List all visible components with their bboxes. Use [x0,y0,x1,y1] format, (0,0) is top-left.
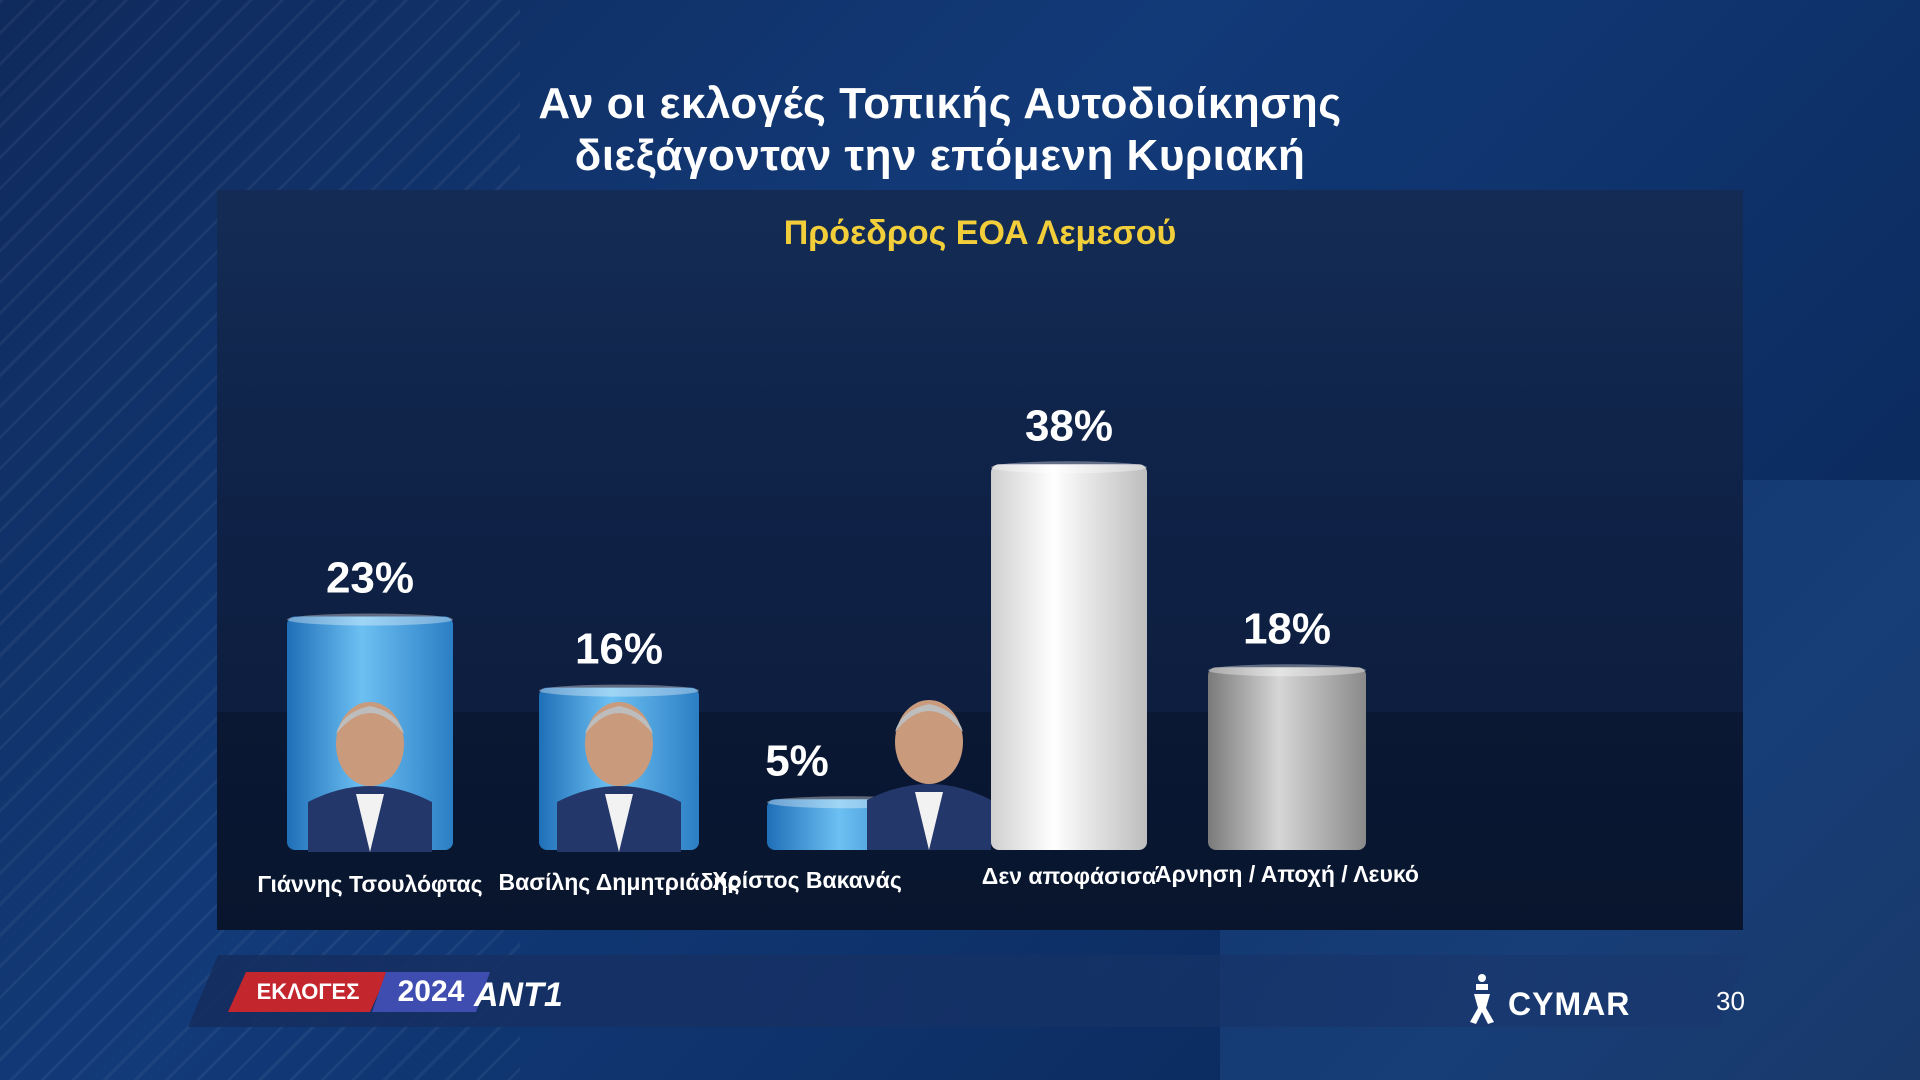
page-number: 30 [1716,986,1745,1016]
bar-4 [991,464,1147,850]
bar-cap-1 [287,613,453,626]
category-label-5: Άρνηση / Αποχή / Λευκό [1155,861,1419,887]
bar-cap-2 [539,684,699,697]
bar-cap-4 [991,461,1147,474]
value-label-4: 38% [1025,401,1113,450]
title-line-1: Αν οι εκλογές Τοπικής Αυτοδιοίκησης [538,79,1342,128]
cymar-logo-icon [1470,974,1494,1024]
ant1-logo-text: ANT1 [473,976,563,1014]
value-label-2: 16% [575,625,663,674]
value-label-1: 23% [326,554,414,603]
candidate-photo-icon-3 [867,700,991,850]
category-label-4: Δεν αποφάσισα [982,863,1156,889]
title-line-2: διεξάγονταν την επόμενη Κυριακή [574,131,1306,180]
value-label-3: 5% [765,736,829,785]
ant1-logo: ANT1 [473,976,563,1014]
bar-cap-5 [1208,664,1366,677]
category-label-2: Βασίλης Δημητριάδης [499,869,740,895]
bar-5 [1208,667,1366,850]
chart-panel: Πρόεδρος ΕΟΑ Λεμεσού 23% Γιάννης Τσουλόφτ… [217,190,1743,930]
elections-badge: ΕΚΛΟΓΕΣ [228,972,388,1012]
slide-title: Αν οι εκλογές Τοπικής Αυτοδιοίκησης διεξ… [300,78,1580,182]
bar-chart: 23% Γιάννης Τσουλόφτας 16% Βασίλης Δημητριά… [257,401,1419,897]
chart-title: Πρόεδρος ΕΟΑ Λεμεσού [783,214,1177,252]
category-label-1: Γιάννης Τσουλόφτας [257,871,482,897]
candidate-photo-icon-1 [308,702,432,852]
year-badge: 2024 [372,972,490,1012]
category-label-3: Χρίστος Βακανάς [712,867,902,893]
value-label-5: 18% [1243,604,1331,653]
cymar-brand: CYMAR [1508,986,1631,1022]
candidate-photo-icon-2 [557,702,681,852]
